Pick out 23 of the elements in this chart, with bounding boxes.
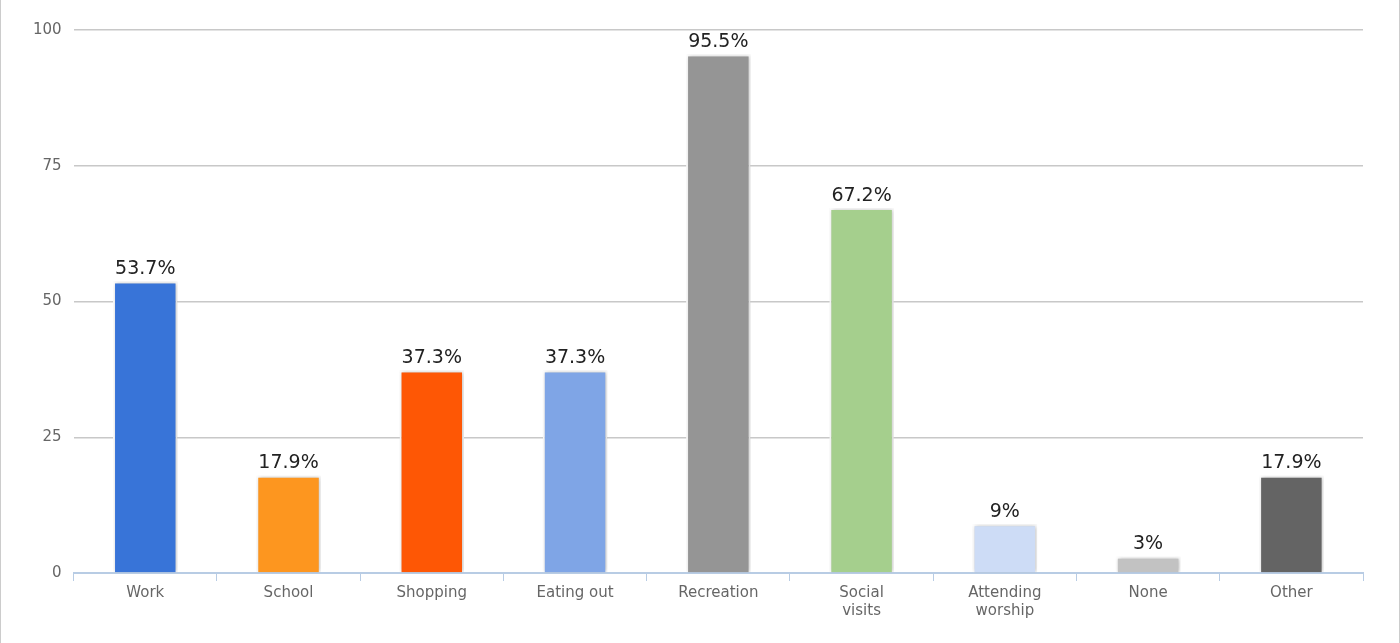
data-label: 53.7% <box>115 255 176 278</box>
data-label: 67.2% <box>831 182 892 205</box>
x-tick-label: Recreation <box>678 582 759 601</box>
y-tick-label: 100 <box>32 19 62 38</box>
data-label: 37.3% <box>544 344 606 367</box>
data-label: 3% <box>1133 531 1164 554</box>
x-tick-label: None <box>1128 582 1168 601</box>
data-label: 17.9% <box>258 450 319 473</box>
data-label: 9% <box>989 498 1020 521</box>
x-tick-label: Work <box>126 582 165 601</box>
x-tick-label: School <box>263 582 314 601</box>
x-tick-label: Shopping <box>396 582 468 601</box>
x-tick-label: Other <box>1270 582 1314 601</box>
data-label: 37.3% <box>401 344 462 367</box>
y-tick-label: 0 <box>52 562 62 581</box>
y-tick-label: 25 <box>42 427 62 446</box>
data-label: 95.5% <box>688 28 749 51</box>
y-tick-label: 50 <box>42 291 62 310</box>
x-tick-label: Social visits <box>839 582 884 619</box>
y-tick-label: 75 <box>42 155 62 174</box>
x-tick-label: Eating out <box>536 582 614 601</box>
x-tick-label: Attending worship <box>968 582 1042 619</box>
data-label: 17.9% <box>1261 450 1322 473</box>
